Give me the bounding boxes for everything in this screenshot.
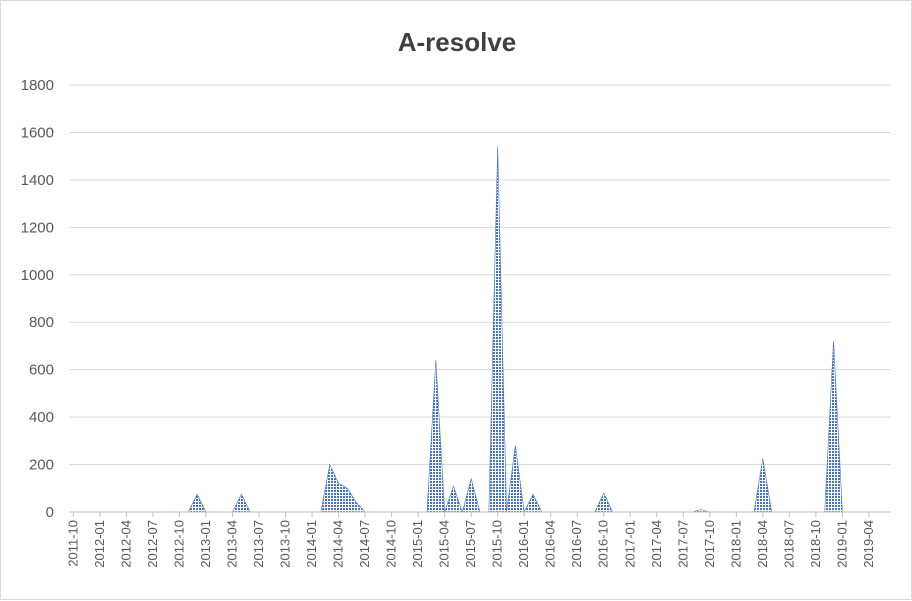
x-tick-label: 2014-10: [384, 520, 399, 568]
x-tick-label: 2018-01: [728, 520, 743, 568]
x-tick-label: 2015-01: [410, 520, 425, 568]
x-tick-label: 2012-04: [118, 520, 133, 568]
x-tick-label: 2014-07: [357, 520, 372, 568]
x-tick-label: 2017-07: [675, 520, 690, 568]
x-tick-label: 2016-04: [543, 520, 558, 568]
x-tick-label: 2018-04: [755, 520, 770, 568]
x-tick-label: 2016-07: [569, 520, 584, 568]
x-tick-label: 2017-04: [649, 520, 664, 568]
chart-title: A-resolve: [398, 27, 517, 57]
x-tick-label: 2019-04: [861, 520, 876, 568]
y-tick-label: 0: [46, 504, 54, 521]
x-tick-label: 2016-01: [516, 520, 531, 568]
x-tick-label: 2014-01: [304, 520, 319, 568]
y-axis-ticks: 0 200 400 600 800 1000 1200 1400 1600 1800: [21, 77, 54, 521]
x-tick-label: 2017-10: [702, 520, 717, 568]
y-tick-label: 800: [29, 314, 54, 331]
y-tick-label: 1000: [21, 267, 54, 284]
x-tick-label: 2013-01: [198, 520, 213, 568]
x-tick-label: 2013-07: [251, 520, 266, 568]
y-tick-label: 600: [29, 362, 54, 379]
x-tick-label: 2018-07: [781, 520, 796, 568]
y-tick-label: 200: [29, 457, 54, 474]
x-tick-label: 2014-04: [331, 520, 346, 568]
x-axis-ticks: 2011-10 2012-01 2012-04 2012-07 2012-10 2013-…: [65, 512, 876, 568]
y-tick-label: 400: [29, 409, 54, 426]
x-tick-label: 2017-01: [622, 520, 637, 568]
x-tick-label: 2012-01: [92, 520, 107, 568]
y-tick-label: 1200: [21, 219, 54, 236]
y-tick-label: 1800: [21, 77, 54, 94]
x-tick-label: 2013-10: [278, 520, 293, 568]
x-tick-label: 2018-10: [808, 520, 823, 568]
x-tick-label: 2011-10: [65, 520, 80, 567]
x-tick-label: 2015-07: [463, 520, 478, 568]
x-tick-label: 2016-10: [596, 520, 611, 568]
area-series: [73, 146, 887, 514]
x-tick-label: 2012-07: [145, 520, 160, 568]
x-tick-label: 2015-04: [437, 520, 452, 568]
gridlines: [69, 84, 891, 466]
x-tick-label: 2012-10: [171, 520, 186, 568]
x-tick-label: 2019-01: [834, 520, 849, 568]
y-tick-label: 1400: [21, 172, 54, 189]
x-tick-label: 2015-10: [490, 520, 505, 568]
x-tick-label: 2013-04: [225, 520, 240, 568]
y-tick-label: 1600: [21, 124, 54, 141]
